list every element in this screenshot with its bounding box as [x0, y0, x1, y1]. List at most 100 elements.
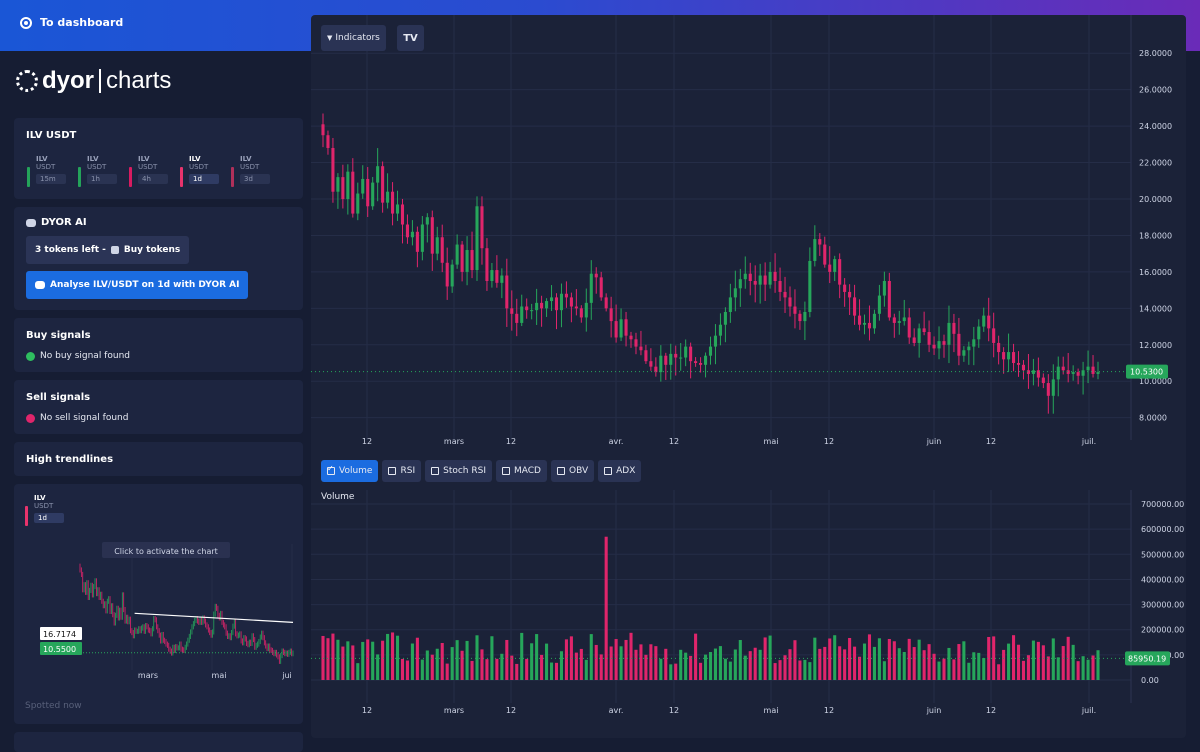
pair-title: ILV USDT [26, 130, 77, 141]
timeframe-1h[interactable]: ILV USDT 1h [77, 155, 120, 191]
volume-bar [336, 639, 340, 680]
candle-body [833, 259, 837, 272]
mini-chart[interactable]: Click to activate the chart 16.7174 10.550… [14, 484, 303, 724]
candle-body [609, 308, 613, 322]
next-card [14, 732, 303, 752]
volume-bar [505, 639, 509, 680]
volume-bar [957, 644, 961, 680]
volume-bar [997, 664, 1001, 680]
timeframe-15m[interactable]: ILV USDT 15m [26, 155, 69, 191]
smile-icon [26, 351, 35, 361]
volume-bar [465, 640, 469, 680]
candle-body [684, 346, 688, 358]
volume-bar [410, 643, 414, 680]
volume-bar [366, 639, 370, 680]
candle-body [808, 260, 812, 312]
indicator-label: Volume [339, 466, 373, 476]
candle-body [495, 270, 499, 283]
volume-bar [932, 653, 936, 680]
candle-body [619, 319, 623, 338]
candle-body [823, 244, 827, 265]
volume-bar [445, 663, 449, 680]
candle-body [803, 311, 807, 322]
tradingview-icon: TV [403, 32, 418, 44]
candle-body [629, 335, 633, 340]
candle-body [738, 279, 742, 289]
volume-bar [450, 647, 454, 680]
candle-body [386, 191, 390, 203]
volume-bar [708, 652, 713, 680]
volume-time-tick: 12 [506, 706, 516, 715]
volume-bar [1061, 646, 1065, 680]
timeframe-3d[interactable]: ILV USDT 3d [230, 155, 273, 191]
indicator-rsi[interactable]: RSI [382, 460, 422, 482]
volume-bar [589, 634, 593, 680]
candle-body [475, 206, 479, 271]
price-axis-tick: 14.0000 [1139, 304, 1172, 313]
volume-bar [992, 636, 996, 680]
dyor-ai-title: DYOR AI [26, 217, 291, 228]
timeframe-1d[interactable]: ILV USDT 1d [179, 155, 222, 191]
volume-bar [331, 633, 335, 680]
indicator-obv[interactable]: OBV [550, 460, 595, 482]
volume-bar [699, 662, 703, 680]
volume-bar [579, 648, 583, 680]
candle-body [574, 306, 578, 309]
dyor-ai-label: DYOR AI [41, 217, 87, 228]
candle-body [1007, 352, 1011, 360]
activate-overlay-text: Click to activate the chart [114, 547, 218, 556]
volume-bar [604, 536, 608, 680]
volume-bar [773, 663, 777, 680]
candle-body [1012, 352, 1016, 363]
candle-body [1016, 363, 1021, 365]
price-chart[interactable]: 28.0000 26.0000 24.0000 22.0000 20.0000 18.00… [311, 15, 1186, 738]
candle-body [1036, 370, 1040, 378]
analyse-button[interactable]: Analyse ILV/USDT on 1d with DYOR AI [26, 271, 249, 299]
dyor-charts-logo[interactable]: dyor charts [16, 66, 171, 96]
volume-bar [882, 661, 886, 680]
candle-body [381, 166, 385, 203]
indicators-button[interactable]: ▼ Indicators [321, 25, 386, 51]
volume-bar [962, 641, 966, 680]
candle-body [674, 353, 678, 358]
indicator-macd[interactable]: MACD [496, 460, 547, 482]
mini-pair-base: ILV [34, 494, 46, 502]
candle-body [564, 293, 568, 298]
tradingview-logo[interactable]: TV [397, 25, 424, 51]
main-chart-panel: 28.0000 26.0000 24.0000 22.0000 20.0000 18.00… [311, 15, 1186, 738]
volume-bar [510, 655, 514, 680]
timeframe-4h[interactable]: ILV USDT 4h [128, 155, 171, 191]
indicator-volume[interactable]: Volume [321, 460, 379, 482]
candle-body [376, 166, 380, 183]
activate-overlay [102, 542, 230, 558]
volume-bar [828, 638, 832, 680]
candle-body [713, 335, 718, 347]
candle-body [977, 326, 981, 340]
buy-tokens-button[interactable]: 3 tokens left - Buy tokens [26, 236, 190, 264]
timeframe-base: ILV [87, 155, 99, 163]
volume-bar [1056, 657, 1060, 680]
candle-body [490, 270, 494, 281]
candle-body [932, 344, 936, 349]
volume-bar [644, 654, 648, 680]
candle-body [862, 322, 867, 325]
volume-bar [977, 652, 981, 680]
volume-time-tick: 12 [669, 706, 679, 715]
timeframe-quote: USDT [189, 163, 209, 171]
candle-body [1066, 370, 1070, 374]
volume-bar [1021, 660, 1026, 680]
indicator-adx[interactable]: ADX [598, 460, 642, 482]
candle-body [525, 306, 529, 311]
to-dashboard-link[interactable]: To dashboard [20, 16, 123, 29]
high-trendlines-card[interactable]: High trendlines [14, 442, 303, 476]
candle-body [703, 355, 708, 365]
spotted-label: Spotted now [25, 701, 82, 711]
volume-bar [907, 638, 911, 680]
indicator-stoch-rsi[interactable]: Stoch RSI [425, 460, 492, 482]
volume-time-tick: mai [764, 706, 779, 715]
candle-body [882, 281, 886, 296]
candle-body [579, 308, 583, 318]
trendline-chart-card[interactable]: ILV USDT 1d Click to activate the chart 1… [14, 484, 303, 724]
candle-body [728, 297, 732, 312]
volume-bar [549, 662, 554, 680]
